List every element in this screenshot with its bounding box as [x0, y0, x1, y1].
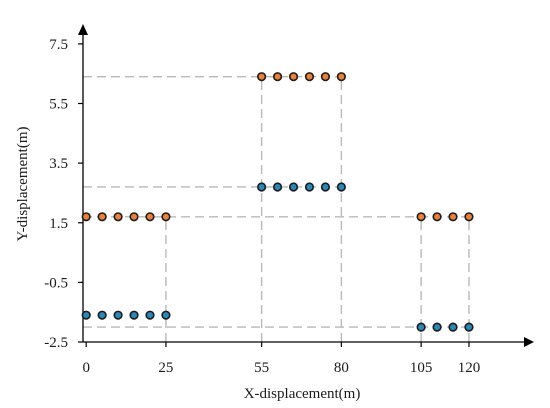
y-tick-label: -0.5 — [44, 275, 68, 291]
blue-point — [448, 322, 458, 332]
blue-point — [113, 310, 123, 320]
y-tick-label: 1.5 — [49, 216, 68, 232]
orange-point — [464, 212, 474, 222]
blue-point — [272, 182, 283, 192]
tick-marks — [78, 43, 470, 347]
blue-point — [97, 310, 107, 320]
x-tick-label: 120 — [458, 360, 481, 376]
orange-point — [288, 72, 299, 82]
guide-lines — [83, 75, 470, 342]
blue-point — [257, 182, 267, 192]
blue-point — [161, 310, 171, 320]
orange-point — [320, 72, 331, 82]
blue-point — [288, 182, 299, 192]
y-axis-arrow — [78, 24, 88, 35]
orange-point — [416, 212, 426, 222]
x-tick-label: 0 — [82, 360, 90, 376]
orange-point — [272, 72, 283, 82]
orange-point — [161, 212, 171, 222]
orange-point — [113, 212, 123, 222]
blue-point — [320, 182, 331, 192]
orange-point — [81, 212, 91, 222]
blue-point — [129, 310, 139, 320]
blue-point — [416, 322, 426, 332]
orange-point — [448, 212, 458, 222]
orange-point — [129, 212, 139, 222]
blue-point — [81, 310, 91, 320]
orange-point — [432, 212, 442, 222]
x-axis-arrow — [524, 337, 534, 347]
x-tick-label: 105 — [410, 360, 433, 376]
x-tick-label: 55 — [254, 360, 269, 376]
y-tick-label: 3.5 — [49, 156, 68, 172]
y-tick-label: -2.5 — [44, 335, 68, 351]
tick-labels: 0 25 55 80 105 120 -2.5 -0.5 1.5 3.5 5.5 7.5 — [44, 37, 480, 376]
orange-point — [336, 72, 346, 82]
orange-point — [304, 72, 315, 82]
orange-point — [145, 212, 155, 222]
blue-point — [464, 322, 474, 332]
axes — [78, 24, 534, 347]
y-tick-label: 5.5 — [49, 97, 68, 113]
y-tick-label: 7.5 — [49, 37, 68, 53]
blue-point — [145, 310, 155, 320]
y-axis-title: Y-displacement(m) — [15, 127, 31, 242]
x-axis-title: X-displacement(m) — [244, 386, 361, 402]
blue-point — [304, 182, 315, 192]
blue-point — [336, 182, 346, 192]
blue-point — [432, 322, 442, 332]
x-tick-label: 25 — [158, 360, 173, 376]
x-tick-label: 80 — [334, 360, 349, 376]
orange-point — [97, 212, 107, 222]
data-points — [81, 72, 474, 332]
orange-point — [257, 72, 267, 82]
